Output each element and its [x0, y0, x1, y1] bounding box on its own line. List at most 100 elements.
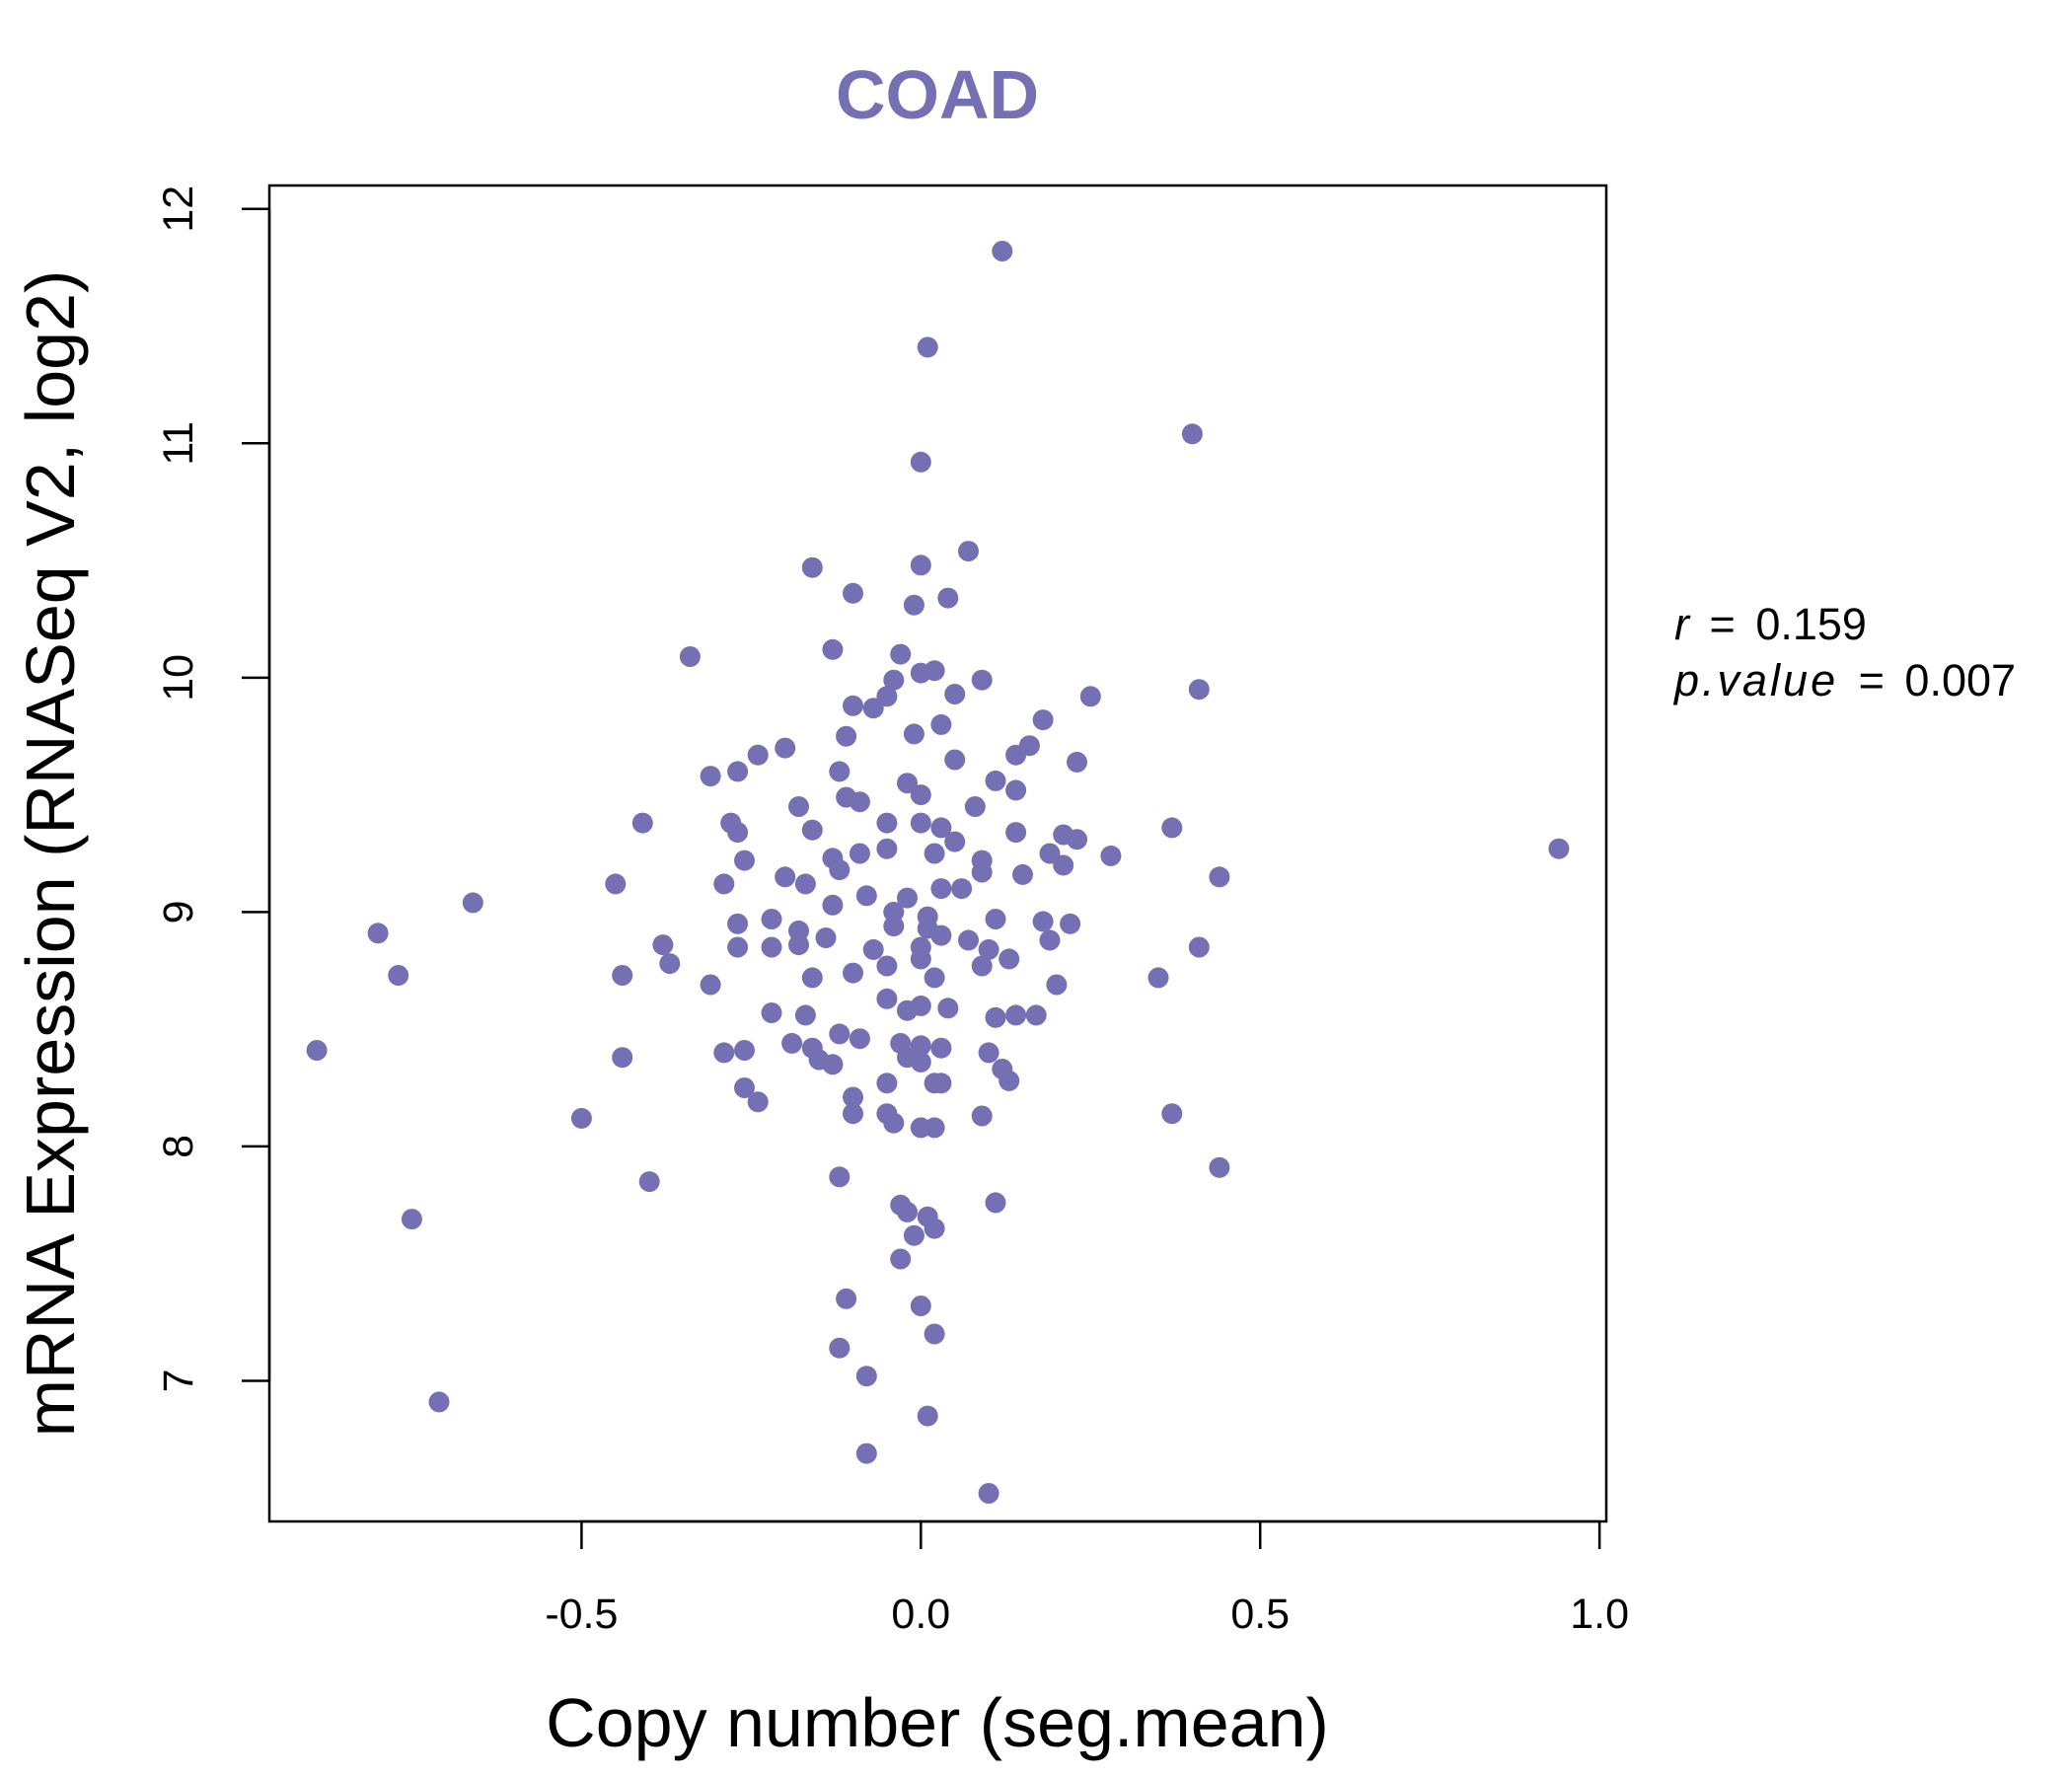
data-point — [897, 1201, 918, 1222]
data-point — [1147, 967, 1169, 989]
data-point — [978, 1042, 999, 1064]
data-point — [306, 1040, 328, 1061]
y-tick-label: 8 — [155, 1135, 202, 1158]
data-point — [910, 784, 931, 806]
y-tick-label: 7 — [155, 1369, 202, 1393]
data-point — [876, 988, 898, 1009]
data-point — [876, 955, 898, 977]
data-point — [761, 1002, 782, 1023]
data-point — [401, 1209, 422, 1230]
data-point — [727, 822, 749, 844]
data-point — [910, 1051, 931, 1073]
data-point — [829, 859, 851, 881]
data-point — [910, 555, 931, 576]
data-point — [855, 885, 877, 907]
data-point — [930, 713, 952, 735]
data-point — [876, 1073, 898, 1094]
data-point — [964, 796, 986, 817]
data-point — [734, 1077, 755, 1098]
data-point — [958, 929, 979, 951]
data-point — [897, 887, 918, 909]
data-point — [876, 686, 898, 707]
data-point — [924, 1218, 945, 1239]
data-point — [958, 541, 979, 562]
data-point — [781, 1032, 803, 1054]
data-point — [903, 723, 925, 745]
data-point — [1188, 936, 1210, 958]
data-point — [612, 1047, 633, 1069]
data-point — [930, 1037, 952, 1059]
svg-text:p.value = 0.007: p.value = 0.007 — [1672, 655, 2016, 705]
data-point — [917, 336, 938, 358]
data-point — [910, 812, 931, 834]
data-point — [910, 1295, 931, 1316]
data-point — [822, 1054, 844, 1075]
data-point — [836, 725, 857, 747]
data-point — [761, 936, 782, 958]
data-point — [1067, 829, 1087, 851]
data-point — [1100, 845, 1122, 866]
data-point — [1005, 779, 1027, 801]
data-point — [1039, 929, 1061, 951]
data-point — [910, 995, 931, 1016]
data-point — [855, 1366, 877, 1387]
svg-text:r = 0.159: r = 0.159 — [1674, 599, 1867, 649]
data-point — [1181, 423, 1203, 445]
data-point — [747, 744, 769, 766]
data-point — [815, 927, 837, 948]
data-point — [1161, 1103, 1183, 1125]
data-point — [930, 925, 952, 946]
data-point — [727, 913, 749, 934]
data-points — [306, 241, 1570, 1504]
data-point — [1188, 679, 1210, 701]
data-point — [917, 1405, 938, 1427]
data-point — [992, 241, 1013, 261]
data-point — [829, 1023, 851, 1045]
data-point — [367, 923, 389, 944]
y-tick-label: 10 — [155, 654, 202, 702]
data-point — [924, 660, 945, 682]
data-point — [700, 974, 721, 996]
data-point — [788, 934, 809, 956]
data-point — [930, 1073, 952, 1094]
data-point — [883, 1112, 905, 1134]
data-point — [829, 1166, 851, 1188]
data-point — [801, 967, 823, 989]
data-point — [822, 638, 844, 660]
r-symbol: r — [1674, 599, 1691, 649]
data-point — [1060, 913, 1081, 934]
data-point — [883, 916, 905, 937]
data-point — [1161, 817, 1183, 839]
data-point — [951, 878, 973, 900]
data-point — [910, 451, 931, 473]
data-point — [1209, 866, 1230, 888]
r-value: 0.159 — [1755, 599, 1867, 649]
data-point — [903, 1224, 925, 1246]
data-point — [843, 1086, 863, 1108]
data-point — [1548, 838, 1570, 859]
data-point — [985, 1006, 1006, 1028]
data-point — [794, 1004, 816, 1026]
data-point — [849, 843, 870, 864]
data-point — [862, 938, 884, 960]
data-point — [734, 1040, 755, 1061]
data-point — [570, 1107, 592, 1129]
data-point — [924, 843, 945, 864]
data-point — [937, 587, 959, 609]
data-point — [1032, 911, 1054, 932]
data-point — [1005, 744, 1027, 766]
data-point — [937, 998, 959, 1019]
data-point — [930, 878, 952, 900]
data-point — [829, 761, 851, 782]
data-point — [788, 796, 809, 817]
data-point — [1046, 974, 1068, 996]
data-point — [944, 749, 966, 771]
data-point — [727, 761, 749, 782]
data-point — [1079, 686, 1101, 707]
x-tick-label: -0.5 — [545, 1591, 618, 1638]
data-point — [638, 1171, 660, 1193]
p-value: 0.007 — [1904, 655, 2016, 705]
r-equals: = — [1710, 599, 1736, 649]
data-point — [428, 1391, 450, 1413]
